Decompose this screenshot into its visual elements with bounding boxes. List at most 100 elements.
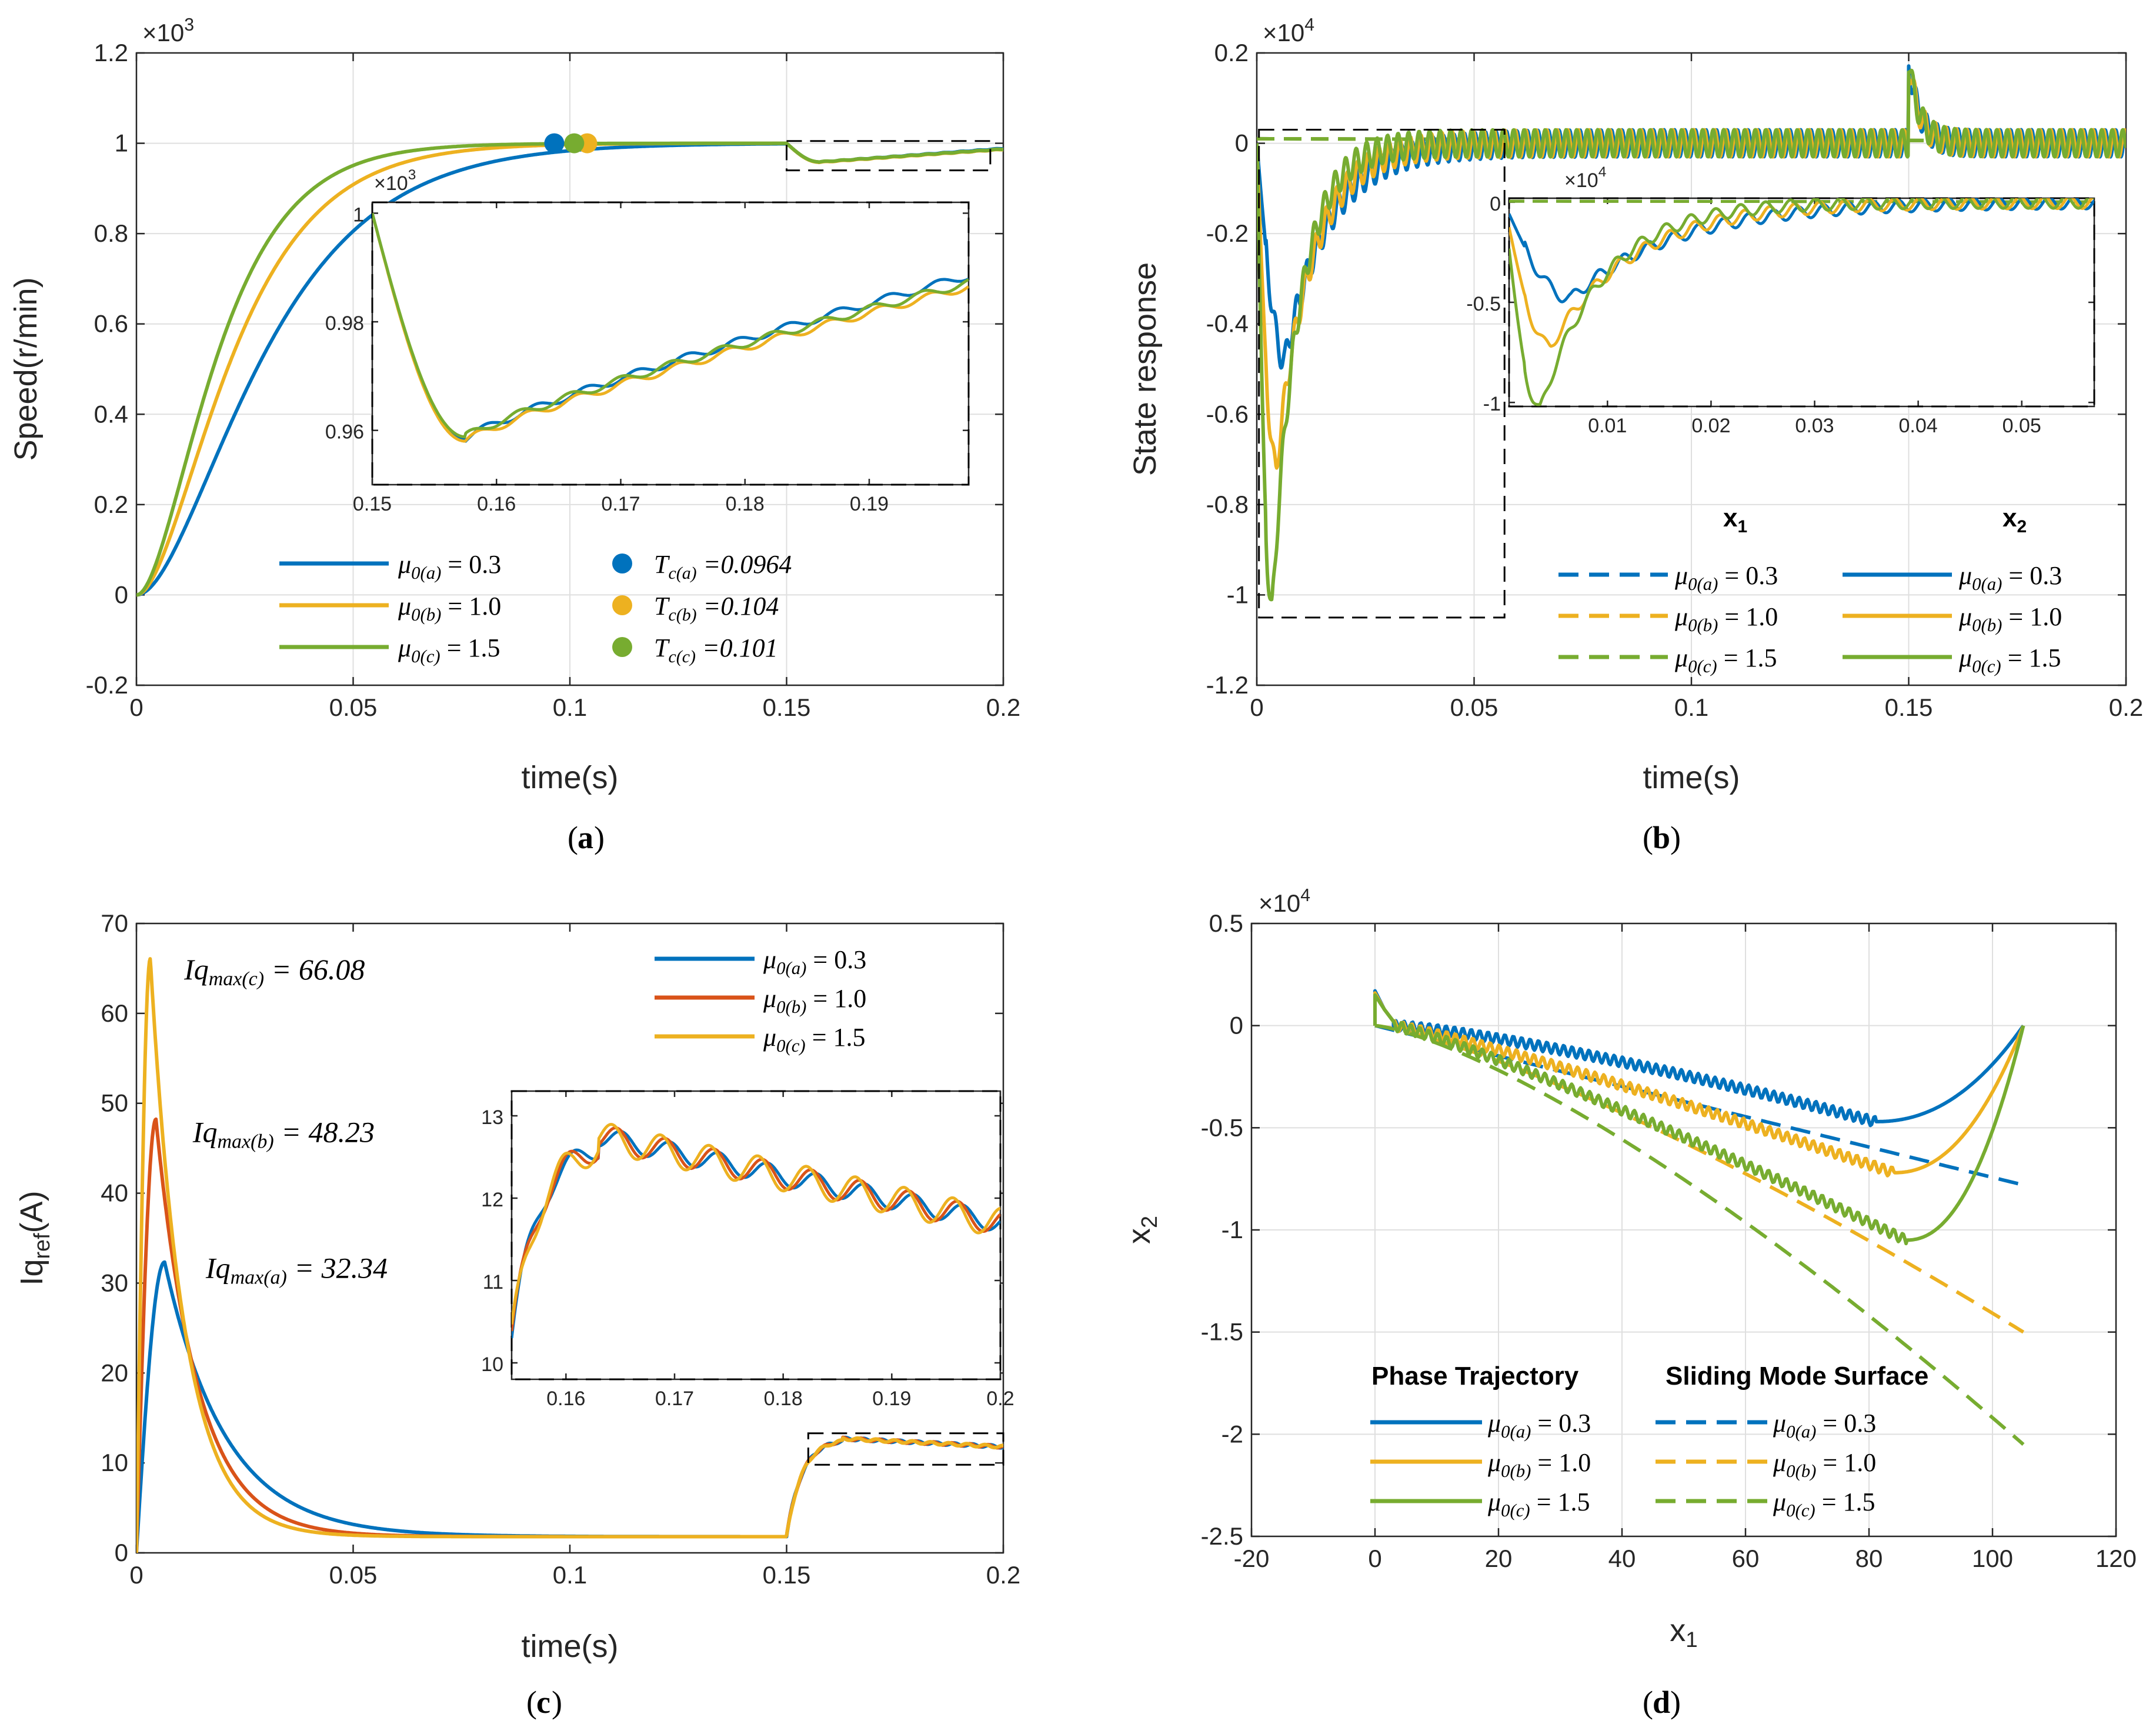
a-exponent: ×103 (142, 15, 194, 46)
a-caption: a (578, 820, 593, 855)
d-xtick-label: 80 (1855, 1545, 1883, 1572)
a-inset-ytick-label: 0.98 (325, 312, 364, 335)
b-legend-label-1: μ0(b) = 1.0 (1674, 602, 1778, 635)
b-legend-label-4: μ0(b) = 1.0 (1958, 602, 2062, 635)
c-inset-series-2 (512, 1123, 1000, 1325)
d-series-1 (1373, 991, 2025, 1178)
c-ytick-label: 0 (115, 1539, 128, 1566)
b-ytick-label: 0 (1235, 129, 1249, 157)
c-inset-ytick-label: 10 (481, 1353, 503, 1376)
panel-b: 0 0.05 0.1 0.15 0.2 -1.2 -1 -0.8 -0.6 -0.4 -0.2 0 0.… (1127, 15, 2143, 855)
c-inset-ytick-label: 11 (483, 1271, 503, 1293)
b-legend-header-1: x2 (2003, 503, 2027, 536)
a-inset-xtick-label: 0.18 (726, 493, 765, 515)
b-ytick-label: -0.8 (1206, 491, 1249, 518)
a-legend-marker-1 (612, 595, 632, 615)
b-caption-close: ) (1670, 820, 1681, 855)
c-annotation-0: Iqmax(c) = 66.08 (183, 953, 365, 990)
a-inset-bg (372, 202, 969, 485)
c-inset-xtick-label: 0.19 (872, 1388, 911, 1410)
clipped-group (1257, 64, 2126, 602)
b-inset-series-2 (1509, 199, 2094, 204)
b-zoom-box (1258, 129, 1506, 619)
d-frame (1250, 922, 2117, 1538)
a-inset-ytick-label: 0.96 (325, 421, 364, 443)
b-frame (1256, 52, 2127, 686)
a-inset-series-2 (372, 212, 969, 439)
a-xlabel: time(s) (522, 760, 619, 795)
d-legend-label-5: μ0(c) = 1.5 (1773, 1488, 1875, 1520)
c-inset-xtick-label: 0.17 (655, 1388, 694, 1410)
c-inset-bg (512, 1091, 1000, 1379)
c-annotation-2: Iqmax(a) = 32.34 (205, 1251, 388, 1288)
a-frame (135, 52, 1004, 686)
c-xtick-label: 0.15 (763, 1561, 811, 1589)
b-exponent: ×104 (1263, 15, 1314, 46)
b-ytick-label: -0.4 (1206, 310, 1249, 338)
c-inset-xtick-label: 0.16 (546, 1388, 585, 1410)
b-legend-label-3: μ0(a) = 0.3 (1958, 561, 2062, 594)
d-caption: d (1653, 1685, 1670, 1720)
c-caption-close: ) (552, 1685, 562, 1720)
d-xtick-label: 0 (1368, 1545, 1381, 1572)
d-legend-label-0: μ0(a) = 0.3 (1487, 1409, 1591, 1442)
c-caption-open: ( (526, 1685, 537, 1720)
a-zoom-box (786, 140, 992, 172)
b-ytick-label: -1 (1227, 581, 1249, 608)
c-xlabel: time(s) (522, 1629, 619, 1664)
b-xtick-label: 0 (1250, 693, 1263, 721)
d-ytick-label: -1 (1221, 1216, 1243, 1243)
b-ytick-label: 0.2 (1214, 39, 1249, 66)
c-inset-xtick-label: 0.2 (986, 1388, 1014, 1410)
a-ytick-label: 0.6 (94, 310, 128, 338)
a-legend-marker-label-0: Tc(a) =0.0964 (654, 550, 792, 583)
b-series-5 (1257, 68, 2126, 602)
c-inset-ytick-label: 12 (481, 1189, 503, 1211)
b-inset-bg (1509, 198, 2094, 406)
a-marker-2 (564, 133, 585, 154)
b-inset-exponent: ×104 (1564, 164, 1606, 192)
c-ytick-label: 50 (101, 1089, 128, 1117)
d-ytick-label: -1.5 (1201, 1318, 1243, 1346)
a-ytick-label: 0.4 (94, 400, 128, 428)
panel-d: -20 0 20 40 60 80 100 120 -2.5 -2 -1.5 -1 -0.5 0 0.5 ×1… (1122, 886, 2137, 1720)
a-legend-label-1: μ0(b) = 1.0 (398, 592, 501, 625)
clipped-group (512, 1123, 1000, 1339)
b-ylabel: State response (1127, 262, 1163, 476)
d-ylabel: x2 (1122, 1216, 1162, 1244)
a-ytick-label: 1.2 (94, 39, 128, 66)
d-legend-label-2: μ0(c) = 1.5 (1487, 1488, 1590, 1520)
d-xtick-label: 100 (1972, 1545, 2013, 1572)
c-ytick-label: 30 (101, 1269, 128, 1296)
c-annotation-1: Iqmax(b) = 48.23 (192, 1115, 375, 1152)
b-inset-xtick-label: 0.02 (1691, 415, 1730, 437)
d-legend-label-3: μ0(a) = 0.3 (1773, 1409, 1876, 1442)
a-ytick-label: 0.2 (94, 491, 128, 518)
a-inset-series-1 (372, 212, 969, 443)
c-frame (135, 922, 1004, 1554)
b-legend-label-0: μ0(a) = 0.3 (1674, 561, 1778, 594)
a-inset-xtick-label: 0.15 (353, 493, 392, 515)
b-ytick-label: -0.2 (1206, 219, 1249, 247)
d-ytick-label: -2 (1221, 1420, 1243, 1448)
a-inset-xtick-label: 0.16 (477, 493, 516, 515)
d-ytick-label: -2.5 (1201, 1522, 1243, 1550)
a-marker-0 (544, 133, 565, 154)
c-legend-label-0: μ0(a) = 0.3 (763, 945, 866, 978)
a-ytick-label: 0.8 (94, 219, 128, 247)
d-series-0 (1373, 989, 2025, 1128)
c-caption: c (536, 1685, 550, 1720)
b-inset-ytick-label: 0 (1490, 193, 1501, 215)
a-caption-open: ( (568, 820, 578, 855)
a-legend-marker-0 (612, 553, 632, 573)
d-ytick-label: -0.5 (1201, 1113, 1243, 1141)
c-ylabel: Iqref(A) (14, 1191, 55, 1285)
clipped-group (1509, 198, 2094, 406)
c-ytick-label: 20 (101, 1359, 128, 1386)
a-legend-label-0: μ0(a) = 0.3 (398, 550, 501, 583)
c-legend-label-1: μ0(b) = 1.0 (763, 984, 866, 1017)
b-xtick-label: 0.2 (2109, 693, 2143, 721)
c-inset-border (510, 1090, 1002, 1380)
b-caption-open: ( (1643, 820, 1653, 855)
